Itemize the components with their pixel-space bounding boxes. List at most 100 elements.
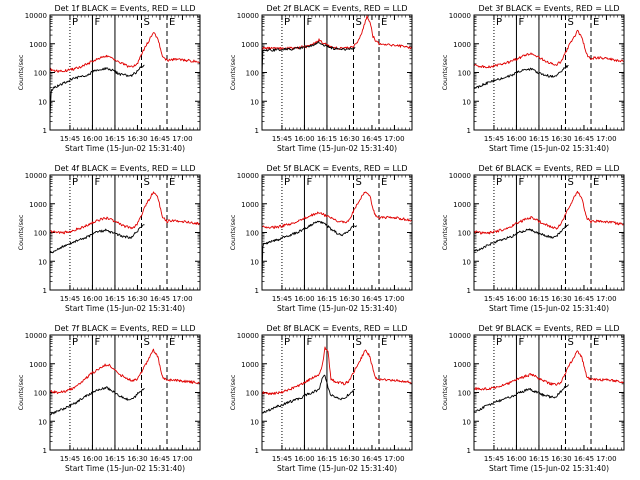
plot-frame [473,334,625,451]
event-marker-f: F [306,177,312,188]
y-tick-label: 1 [43,127,47,135]
panel-title: Det 9f BLACK = Events, RED = LLD [478,324,619,333]
y-tick-label: 1000 [241,201,259,209]
event-marker-e: E [381,177,387,188]
event-marker-e: E [169,177,175,188]
x-tick-label: 16:00 [506,295,526,303]
x-tick-label: 17:00 [172,455,192,463]
y-tick-label: 1 [467,447,471,455]
x-tick-label: 15:45 [60,455,80,463]
y-axis-label: Counts/sec [229,374,237,410]
panel-title: Det 1f BLACK = Events, RED = LLD [54,4,195,13]
x-tick-label: 15:45 [272,295,292,303]
x-tick-label: 16:45 [574,135,594,143]
y-tick-label: 1000 [453,201,471,209]
panel-title: Det 4f BLACK = Events, RED = LLD [54,164,195,173]
series-lld-line [261,346,413,396]
x-axis-label: Start Time (15-Jun-02 15:31:40) [277,304,397,313]
y-axis-label: Counts/sec [441,374,449,410]
y-tick-label: 10 [250,418,259,426]
series-lld-line [473,29,625,69]
event-marker-p: P [72,177,78,188]
x-tick-label: 16:45 [362,135,382,143]
detector-panel-1: Det 1f BLACK = Events, RED = LLD 1 10 100 10… [17,4,201,153]
detector-panel-4: Det 4f BLACK = Events, RED = LLD 1 10 100 10… [17,164,201,313]
event-marker-s: S [356,177,362,188]
x-tick-label: 16:15 [529,295,549,303]
y-tick-label: 1 [255,287,259,295]
event-marker-s: S [568,337,574,348]
x-tick-label: 16:00 [506,135,526,143]
x-tick-label: 16:45 [150,455,170,463]
x-tick-label: 16:15 [105,295,125,303]
series-lld-line [49,32,201,73]
series-events-line [49,386,145,416]
y-tick-label: 100 [458,70,471,78]
x-tick-label: 16:30 [339,295,359,303]
y-tick-label: 1000 [29,201,47,209]
x-tick-label: 17:00 [596,295,616,303]
y-tick-label: 10 [462,418,471,426]
event-marker-f: F [94,17,100,28]
plot-frame [261,174,413,291]
y-tick-label: 1000 [453,41,471,49]
x-tick-label: 16:30 [127,135,147,143]
panel-title: Det 3f BLACK = Events, RED = LLD [478,4,619,13]
detector-panel-2: Det 2f BLACK = Events, RED = LLD 1 10 100 10… [229,4,413,153]
x-tick-label: 16:30 [127,455,147,463]
x-tick-label: 16:00 [506,455,526,463]
x-tick-label: 16:30 [127,295,147,303]
y-axis-label: Counts/sec [17,374,25,410]
x-tick-label: 16:15 [317,295,337,303]
x-tick-label: 17:00 [384,455,404,463]
event-marker-f: F [306,337,312,348]
y-tick-label: 10000 [25,12,47,20]
plot-frame [261,14,413,131]
detector-panel-7: Det 7f BLACK = Events, RED = LLD 1 10 100 10… [17,324,201,473]
x-tick-label: 16:30 [339,455,359,463]
plot-frame [473,174,625,291]
x-tick-label: 16:45 [574,295,594,303]
y-tick-label: 1000 [453,361,471,369]
detector-panel-5: Det 5f BLACK = Events, RED = LLD 1 10 100 10… [229,164,413,313]
x-axis-label: Start Time (15-Jun-02 15:31:40) [489,464,609,473]
x-tick-label: 15:45 [272,455,292,463]
event-marker-f: F [518,17,524,28]
x-tick-label: 16:00 [294,135,314,143]
y-tick-label: 100 [246,390,259,398]
event-marker-p: P [496,337,502,348]
series-lld-line [49,348,201,395]
y-tick-label: 10000 [25,172,47,180]
x-axis-label: Start Time (15-Jun-02 15:31:40) [277,464,397,473]
x-tick-label: 15:45 [272,135,292,143]
x-tick-label: 16:30 [551,295,571,303]
series-events-line [261,41,356,80]
x-tick-label: 15:45 [484,295,504,303]
x-tick-label: 16:00 [294,295,314,303]
y-tick-label: 1 [255,447,259,455]
x-tick-label: 17:00 [384,295,404,303]
detector-panel-6: Det 6f BLACK = Events, RED = LLD 1 10 100 10… [441,164,625,313]
x-tick-label: 15:45 [60,295,80,303]
x-tick-label: 16:30 [551,455,571,463]
x-tick-label: 16:45 [150,135,170,143]
x-axis-label: Start Time (15-Jun-02 15:31:40) [65,304,185,313]
y-tick-label: 100 [34,70,47,78]
panel-title: Det 2f BLACK = Events, RED = LLD [266,4,407,13]
x-tick-label: 17:00 [596,455,616,463]
event-marker-s: S [356,337,362,348]
x-axis-label: Start Time (15-Jun-02 15:31:40) [65,144,185,153]
y-tick-label: 10000 [449,332,471,340]
x-tick-label: 16:00 [82,455,102,463]
y-tick-label: 1 [467,287,471,295]
y-tick-label: 10000 [449,172,471,180]
event-marker-f: F [306,17,312,28]
event-marker-s: S [568,17,574,28]
x-tick-label: 17:00 [172,135,192,143]
panel-title: Det 5f BLACK = Events, RED = LLD [266,164,407,173]
x-tick-label: 16:45 [362,295,382,303]
x-axis-label: Start Time (15-Jun-02 15:31:40) [489,304,609,313]
event-marker-s: S [144,337,150,348]
x-tick-label: 15:45 [60,135,80,143]
